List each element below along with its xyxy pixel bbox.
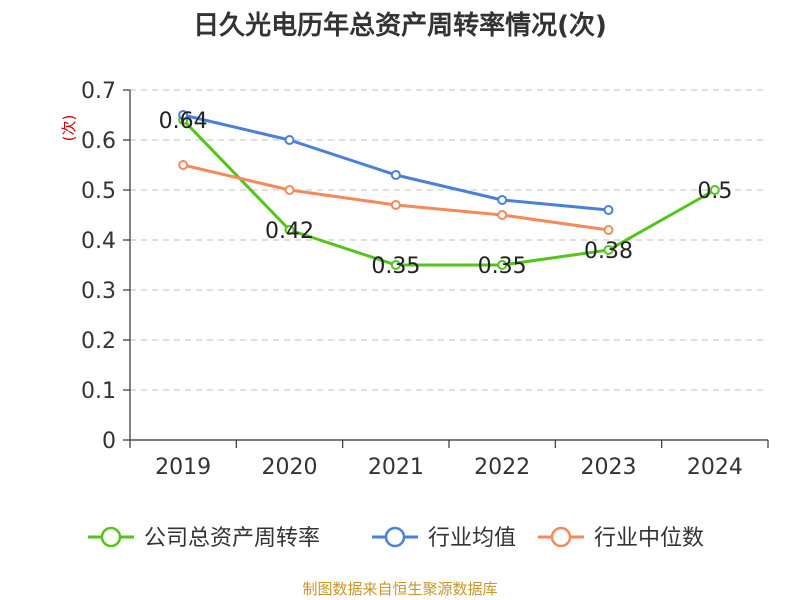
- y-axis-unit-label: (次): [60, 115, 78, 142]
- series-line-1: [182, 113, 609, 212]
- legend-label: 行业中位数: [594, 526, 704, 551]
- data-point-2: [603, 225, 614, 235]
- data-point-2: [284, 185, 295, 195]
- y-tick-label: 0: [102, 429, 116, 454]
- axes: 0 0.1 0.2 0.3 0.4 0.5 0.6 0.7 2019 2020 2021 2022 20…: [81, 79, 769, 480]
- x-tick-label: 2021: [368, 455, 424, 480]
- y-tick-label: 0.4: [81, 229, 116, 254]
- data-label: 0.42: [265, 219, 314, 244]
- legend-swatch-marker: [550, 526, 572, 548]
- data-point-2: [178, 160, 189, 170]
- data-point-2: [497, 210, 508, 220]
- legend-label: 公司总资产周转率: [144, 526, 320, 551]
- y-tick-label: 0.7: [81, 79, 116, 104]
- y-tick-label: 0.2: [81, 329, 116, 354]
- legend-label: 行业均值: [428, 526, 516, 551]
- y-tick-label: 0.5: [81, 179, 116, 204]
- y-tick-label: 0.3: [81, 279, 116, 304]
- data-label: 0.38: [584, 239, 633, 264]
- x-tick-label: 2024: [687, 455, 743, 480]
- data-point-1: [390, 170, 401, 180]
- x-tick-label: 2022: [474, 455, 530, 480]
- series-line-0: [182, 118, 716, 267]
- data-point-1: [284, 135, 295, 145]
- data-label: 0.35: [371, 254, 420, 279]
- data-point-0: [497, 260, 508, 270]
- gridlines: [130, 89, 768, 391]
- data-point-0: [709, 185, 720, 195]
- data-labels: 0.64 0.42 0.35 0.35 0.38 0.5: [159, 109, 733, 279]
- data-point-2: [390, 200, 401, 210]
- legend-swatch-marker: [384, 526, 406, 548]
- data-point-1: [178, 110, 189, 120]
- chart-title: 日久光电历年总资产周转率情况(次): [193, 10, 607, 41]
- legend-swatch-marker: [100, 526, 122, 548]
- data-label: 0.35: [478, 254, 527, 279]
- y-tick-label: 0.6: [81, 129, 116, 154]
- data-point-0: [390, 260, 401, 270]
- data-point-0: [603, 245, 614, 255]
- x-tick-label: 2023: [581, 455, 637, 480]
- x-tick-label: 2019: [155, 455, 211, 480]
- data-label: 0.64: [159, 109, 208, 134]
- legend: 公司总资产周转率 行业均值 行业中位数: [88, 526, 704, 551]
- source-note: 制图数据来自恒生聚源数据库: [302, 580, 497, 598]
- data-point-1: [497, 195, 508, 205]
- data-label: 0.5: [697, 179, 732, 204]
- x-tick-label: 2020: [262, 455, 318, 480]
- series-lines: [178, 110, 720, 270]
- data-point-1: [603, 205, 614, 215]
- y-tick-label: 0.1: [81, 379, 116, 404]
- data-point-0: [284, 225, 295, 235]
